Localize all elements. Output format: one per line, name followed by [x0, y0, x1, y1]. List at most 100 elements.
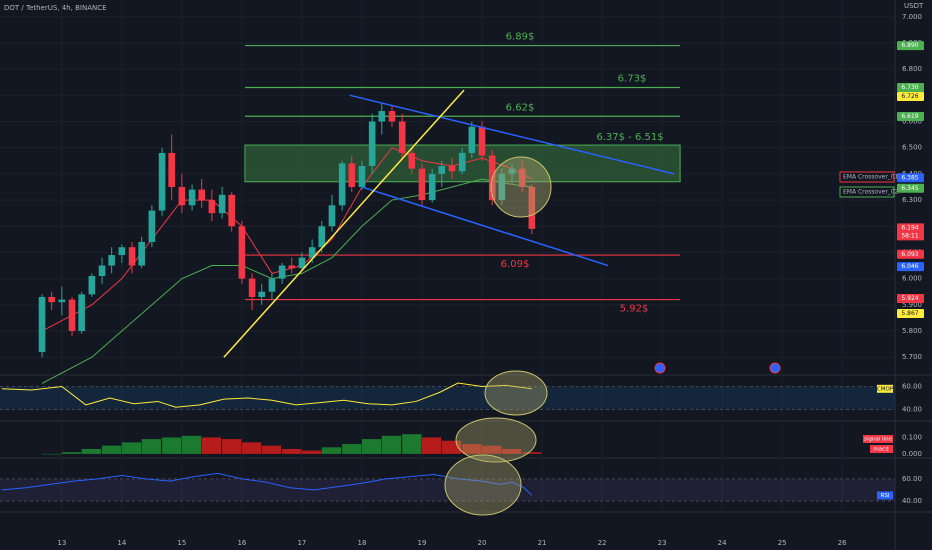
legend-box — [870, 445, 893, 453]
candle-body — [408, 152, 416, 169]
candle-body — [418, 168, 426, 201]
chart-title: DOT / TetherUS, 4h, BINANCE — [4, 4, 107, 12]
candle-body — [388, 111, 396, 122]
x-tick-label: 25 — [778, 539, 787, 547]
legend-box — [839, 186, 895, 198]
legend-box — [839, 171, 895, 183]
legend-box — [863, 435, 893, 443]
price-tag-label: 6.619 — [901, 113, 918, 120]
event-icon — [769, 362, 781, 374]
histogram-bar — [402, 434, 422, 454]
candle-body — [228, 194, 236, 227]
y-tick-label: 6.800 — [902, 65, 922, 73]
candle-body — [458, 152, 466, 172]
candle-body — [88, 276, 96, 295]
histogram-bar — [222, 439, 242, 454]
price-tag-label: 5.924 — [901, 295, 918, 302]
price-tag-label: 6.093 — [901, 251, 918, 258]
level-label: 6.89$ — [506, 32, 535, 43]
candle-body — [358, 166, 366, 187]
y-tick-label: 7.000 — [902, 13, 922, 21]
trendline — [349, 94, 675, 175]
price-tag-label: 6.046 — [901, 263, 918, 270]
x-tick-label: 24 — [718, 539, 727, 547]
price-tag-label: 6.890 — [901, 42, 918, 49]
histogram-bar — [501, 448, 522, 454]
level-label: 5.92$ — [620, 304, 649, 315]
trendline — [361, 186, 609, 267]
y-tick-label: 60.00 — [902, 383, 922, 391]
candle-body — [138, 241, 145, 266]
histogram-bar — [261, 445, 282, 454]
candle-body — [118, 247, 126, 256]
candle-body — [428, 173, 436, 201]
histogram-bar — [162, 437, 182, 454]
highlight — [444, 454, 522, 516]
candle-body — [218, 194, 226, 214]
price-tag — [897, 308, 924, 318]
price-tag — [897, 223, 924, 241]
indicator-name: CMOP — [877, 386, 894, 392]
candle-body — [318, 226, 326, 248]
candle-body — [398, 121, 406, 153]
candle-body — [58, 299, 66, 303]
candle-body — [328, 205, 336, 227]
candle-body — [48, 296, 55, 303]
band — [0, 478, 895, 501]
candle-body — [188, 189, 196, 206]
candle-body — [178, 186, 186, 206]
candle-body — [308, 247, 316, 258]
y-tick-label: 5.900 — [902, 301, 922, 309]
y-tick-label: 40.00 — [902, 406, 922, 414]
histogram-bar — [482, 445, 502, 454]
x-tick-label: 18 — [358, 539, 367, 547]
candle-body — [368, 121, 376, 167]
signal-label: signal line — [864, 437, 893, 443]
price-tag-label: 6.345 — [901, 185, 918, 192]
histogram-bar — [462, 444, 482, 454]
histogram-bar — [421, 437, 442, 454]
highlight — [484, 370, 548, 416]
price-tag-label: 6.730 — [901, 84, 918, 91]
candle-body — [68, 299, 76, 332]
level-label: 6.73$ — [618, 73, 647, 84]
candle-body — [98, 265, 106, 277]
histogram-bar — [42, 453, 62, 455]
y-tick-label: 6.500 — [902, 144, 922, 152]
y-tick-label: 60.00 — [902, 475, 922, 483]
candle-body — [248, 278, 256, 297]
candle-body — [38, 296, 46, 352]
price-tag-label: 6.726 — [901, 93, 918, 100]
price-tag — [897, 112, 924, 122]
price-tag-label: 5.867 — [901, 310, 918, 317]
candle-body — [528, 186, 536, 229]
x-tick-label: 16 — [237, 539, 246, 547]
candle-body — [448, 166, 456, 172]
y-tick-label: 5.800 — [902, 327, 922, 335]
price-tag — [897, 41, 924, 51]
histogram-bar — [381, 435, 402, 454]
histogram-bar — [282, 448, 302, 454]
candle-body — [278, 265, 286, 279]
histogram-bar — [321, 447, 342, 454]
ema-line — [41, 178, 532, 384]
price-tag — [897, 82, 924, 92]
candle-body — [158, 152, 166, 211]
indicator-line — [1, 382, 532, 408]
candle-body — [198, 189, 205, 201]
price-tag — [897, 183, 924, 193]
y-tick-label: 6.600 — [902, 118, 922, 126]
candle-body — [498, 173, 506, 201]
y-tick-label: 6.000 — [902, 275, 922, 283]
legend-label: EMA Crossover_01 — [843, 174, 899, 181]
candle-body — [208, 200, 216, 214]
indicator-tag — [877, 384, 893, 393]
x-tick-label: 17 — [297, 539, 306, 547]
x-tick-label: 13 — [57, 539, 66, 547]
histogram-bar — [81, 448, 101, 454]
candle-body — [508, 168, 516, 174]
highlight — [490, 156, 552, 218]
candle-body — [168, 152, 175, 187]
